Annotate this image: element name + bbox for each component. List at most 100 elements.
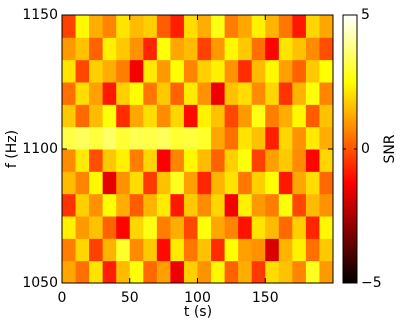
heatmap-cell [197,149,212,172]
heatmap-cell [143,82,158,105]
heatmap-cell [238,171,253,195]
heatmap-cell [224,104,239,128]
heatmap-cell [102,216,117,239]
heatmap-cell [143,149,158,172]
heatmap-cell [170,82,185,105]
heatmap-cell [251,59,266,83]
heatmap-cell [224,126,239,150]
heatmap-cell [102,59,117,83]
heatmap-cell [305,37,320,61]
heatmap-cell [75,82,90,105]
heatmap-cell [278,104,293,128]
heatmap-cell [197,37,212,61]
heatmap-cell [305,238,320,262]
heatmap-cell [183,15,198,38]
heatmap-cell [278,126,293,150]
heatmap-cell [129,193,144,217]
heatmap-cell [89,171,104,195]
heatmap-cell [116,15,131,38]
heatmap-cell [89,37,104,61]
heatmap-cell [75,149,90,172]
heatmap-cell [170,15,185,38]
heatmap-cell [224,15,239,38]
heatmap-cell [238,59,253,83]
heatmap-cell [305,216,320,239]
heatmap-cell [238,15,253,38]
heatmap-cell [102,126,117,150]
heatmap-cell [143,171,158,195]
heatmap-cell [278,82,293,105]
heatmap-cell [319,238,334,262]
heatmap-cell [89,260,104,284]
heatmap-cell [116,260,131,284]
heatmap-cell [170,104,185,128]
heatmap-cell [292,193,307,217]
heatmap-cell [292,15,307,38]
heatmap-cell [170,37,185,61]
heatmap-cell [170,59,185,83]
heatmap-cell [116,37,131,61]
heatmap-cell [102,193,117,217]
heatmap-cell [62,171,77,195]
heatmap-cell [75,126,90,150]
heatmap-cell [75,59,90,83]
heatmap-cell [319,260,334,284]
heatmap-cell [170,238,185,262]
heatmap-cell [143,37,158,61]
heatmap-cell [319,149,334,172]
heatmap-cell [319,37,334,61]
heatmap-cell [251,37,266,61]
heatmap-cell [319,59,334,83]
heatmap-cell [129,171,144,195]
heatmap-cell [265,149,280,172]
heatmap-cell [292,59,307,83]
heatmap-cell [197,193,212,217]
heatmap-cell [211,149,226,172]
heatmap-cell [197,104,212,128]
heatmap-cell [224,149,239,172]
heatmap-cell [211,37,226,61]
heatmap-cell [292,238,307,262]
heatmap-cell [62,216,77,239]
heatmap-cell [183,126,198,150]
heatmap-cell [238,238,253,262]
heatmap-cell [143,216,158,239]
heatmap-cell [224,59,239,83]
heatmap-cell [197,216,212,239]
heatmap-cell [75,37,90,61]
heatmap-cell [102,37,117,61]
heatmap-cell [251,216,266,239]
heatmap-cell [116,171,131,195]
heatmap-cell [211,260,226,284]
heatmap-cell [251,82,266,105]
heatmap-cell [224,37,239,61]
heatmap-cell [238,193,253,217]
heatmap-cell [89,15,104,38]
heatmap-cell [197,126,212,150]
heatmap-cell [170,149,185,172]
heatmap-cell [116,193,131,217]
heatmap-cell [238,126,253,150]
heatmap-cell [278,216,293,239]
heatmap-cell [116,104,131,128]
heatmap-cell [211,238,226,262]
heatmap-cell [183,260,198,284]
heatmap-cell [278,37,293,61]
heatmap-cell [265,171,280,195]
heatmap-cell [116,238,131,262]
heatmap-cell [211,171,226,195]
heatmap-cell [265,37,280,61]
heatmap-cell [75,260,90,284]
y-tick-label: 1100 [22,141,58,157]
heatmap-cell [238,216,253,239]
heatmap-cell [183,238,198,262]
heatmap-cell [62,37,77,61]
y-tick-label: 1050 [22,275,58,291]
heatmap-cell [62,238,77,262]
heatmap-cell [197,15,212,38]
heatmap-cell [129,126,144,150]
heatmap-cell [278,238,293,262]
heatmap-cell [129,104,144,128]
heatmap-cell [319,104,334,128]
